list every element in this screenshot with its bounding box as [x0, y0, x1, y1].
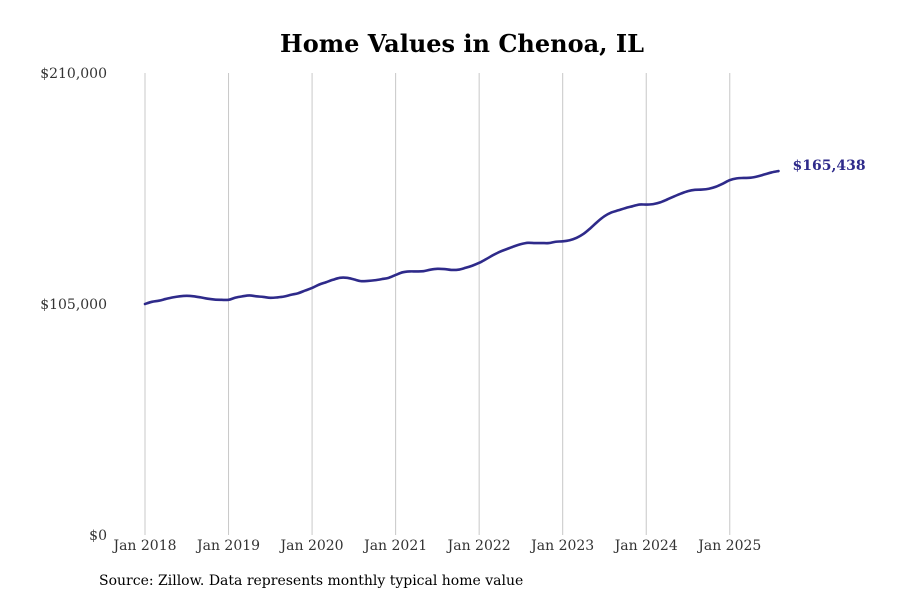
y-tick-label: $0 — [89, 528, 107, 544]
y-tick-label: $105,000 — [40, 297, 107, 313]
x-tick-label: Jan 2018 — [111, 538, 176, 554]
y-tick-label: $210,000 — [40, 66, 107, 82]
x-tick-label: Jan 2021 — [362, 538, 427, 554]
x-tick-label: Jan 2025 — [696, 538, 761, 554]
source-note: Source: Zillow. Data represents monthly … — [99, 573, 524, 589]
x-tick-label: Jan 2022 — [446, 538, 511, 554]
x-tick-label: Jan 2023 — [529, 538, 594, 554]
x-tick-label: Jan 2024 — [613, 538, 678, 554]
x-tick-label: Jan 2019 — [195, 538, 260, 554]
x-tick-label: Jan 2020 — [279, 538, 344, 554]
chart-title: Home Values in Chenoa, IL — [280, 29, 644, 58]
y-axis: $210,000 $105,000 $0 — [40, 66, 107, 544]
x-axis: Jan 2018 Jan 2019 Jan 2020 Jan 2021 Jan 2022… — [111, 538, 761, 554]
end-value-label: $165,438 — [793, 158, 866, 174]
home-value-line — [143, 169, 780, 306]
plot-area: $165,438 — [143, 158, 866, 306]
grid-layer — [144, 73, 731, 535]
